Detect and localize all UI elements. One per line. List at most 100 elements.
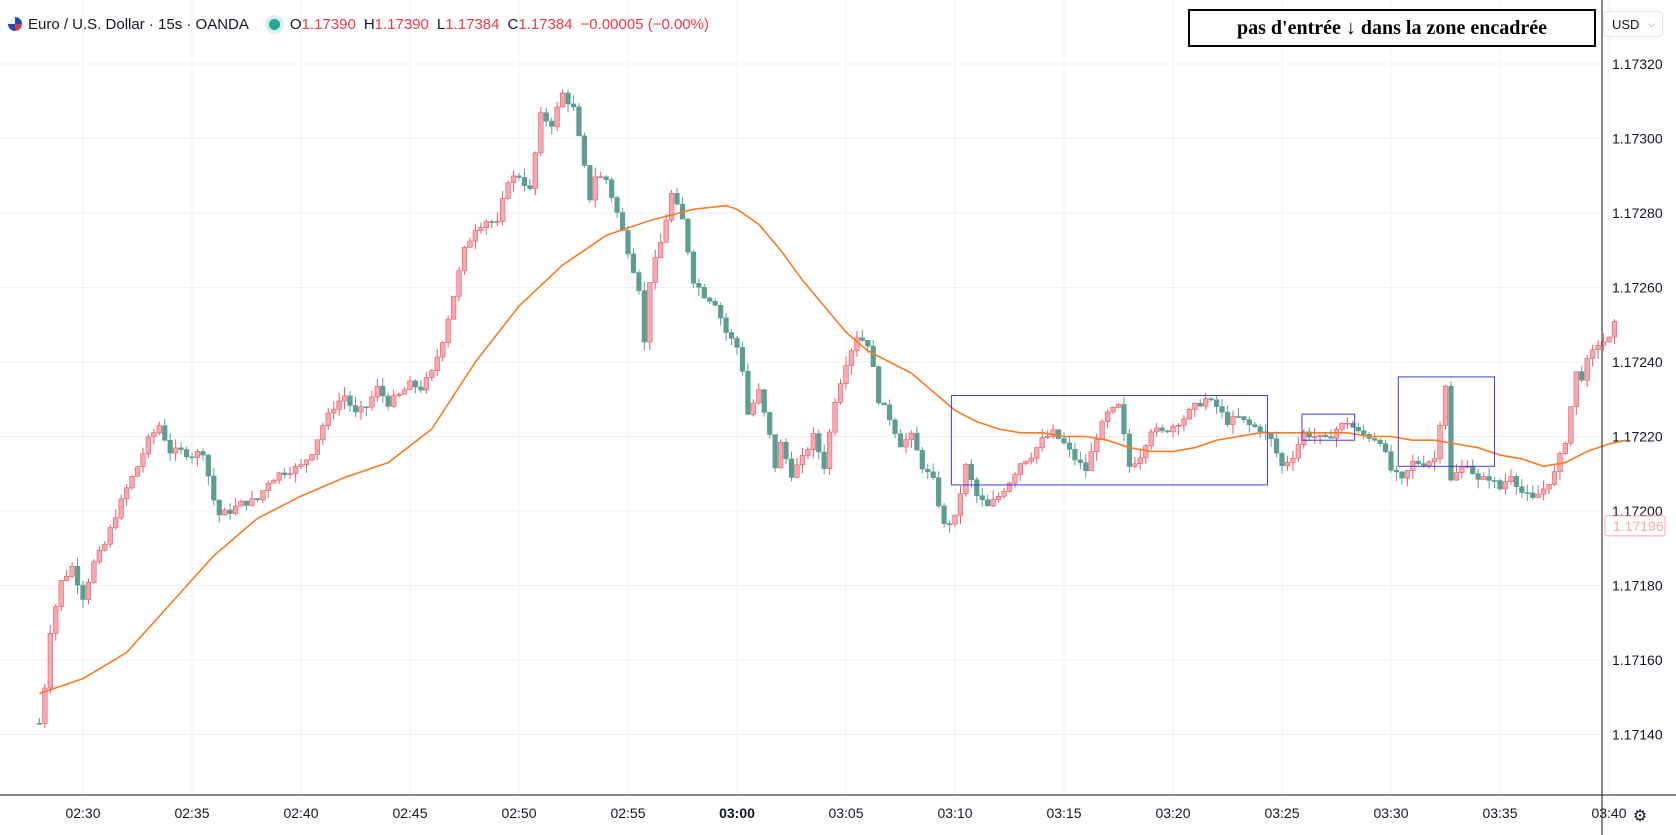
candle-body [805, 449, 811, 456]
candle-body [881, 402, 887, 406]
time-tick-label: 03:25 [1264, 805, 1299, 821]
candle-body [930, 471, 936, 479]
candle-body [1415, 460, 1421, 464]
candle-body [64, 575, 70, 581]
close-value: 1.17384 [518, 15, 573, 33]
annotation-box[interactable] [1301, 413, 1356, 441]
candle-body [282, 472, 288, 476]
candle-body [1214, 399, 1220, 407]
candle-body [1235, 416, 1241, 418]
candle-body [1551, 471, 1558, 485]
candle-body [794, 464, 800, 478]
candle-body [1230, 416, 1236, 425]
candle-body [876, 366, 882, 404]
candle-body [178, 447, 184, 450]
candle-body [1611, 321, 1618, 338]
candle-body [543, 112, 549, 122]
candle-body [565, 92, 571, 105]
candle-body [843, 365, 849, 384]
annotation-note[interactable]: pas d'entrée ↓ dans la zone encadrée [1188, 9, 1596, 47]
time-tick-label: 02:40 [283, 805, 318, 821]
candle-body [271, 479, 277, 484]
candle-body [233, 505, 239, 514]
candle-body [429, 370, 435, 378]
symbol-legend: Euro / U.S. Dollar · 15s · OANDA O 1.173… [8, 13, 709, 35]
candle-body [1306, 431, 1312, 438]
candle-body [1481, 476, 1487, 480]
moving-average-line [39, 204, 1626, 695]
candle-body [1584, 358, 1590, 381]
candle-body [990, 499, 996, 507]
candle-body [483, 221, 489, 228]
candle-body [914, 432, 920, 451]
candle-body [36, 723, 42, 725]
high-value: 1.17390 [374, 15, 429, 33]
candle-body [968, 464, 974, 480]
candle-body [412, 380, 419, 388]
currency-selector[interactable]: USD ⌵ [1603, 11, 1663, 37]
price-tick-label: 1.17260 [1612, 280, 1663, 296]
low-label: L [436, 15, 446, 33]
candle-body [298, 464, 304, 467]
gear-icon[interactable]: ⚙ [1632, 808, 1648, 825]
candle-body [320, 425, 326, 441]
candle-body [434, 356, 440, 372]
candle-body [369, 396, 375, 408]
candle-body [450, 295, 457, 320]
symbol-title[interactable]: Euro / U.S. Dollar · 15s · OANDA [28, 15, 249, 33]
candle-body [1295, 444, 1301, 459]
candle-body [440, 342, 446, 358]
candle-body [249, 498, 255, 506]
candle-body [1175, 424, 1182, 427]
candle-body [418, 386, 424, 391]
candle-body [396, 393, 402, 396]
candle-body [1497, 480, 1503, 490]
candle-body [1568, 406, 1574, 444]
candle-body [848, 350, 855, 366]
candle-body [1573, 371, 1579, 407]
candle-body [1442, 385, 1449, 426]
time-tick-label: 03:15 [1046, 805, 1081, 821]
candle-body [827, 431, 833, 470]
candle-body [957, 493, 964, 516]
candle-body [1034, 447, 1040, 459]
candle-body [625, 230, 631, 255]
candle-body [107, 527, 113, 545]
candle-body [1470, 465, 1476, 474]
candle-body [767, 412, 773, 435]
time-tick-label: 03:10 [937, 805, 972, 821]
candle-body [102, 543, 108, 551]
candle-body [707, 297, 713, 302]
candle-body [936, 477, 942, 507]
candle-body [1541, 488, 1547, 495]
candle-body [859, 337, 865, 341]
candle-body [1579, 371, 1585, 381]
candle-body [1513, 476, 1519, 487]
price-tick-label: 1.17180 [1612, 578, 1663, 594]
change-value: −0.00005 (−0.00%) [580, 15, 709, 33]
candle-body [609, 179, 615, 198]
candle-body [478, 227, 484, 231]
candle-body [516, 175, 522, 178]
price-tick-label: 1.17320 [1612, 56, 1663, 72]
candle-body [941, 505, 947, 524]
candle-body [1312, 436, 1318, 439]
annotation-box[interactable] [950, 395, 1268, 486]
candle-body [761, 389, 767, 413]
candle-body [1246, 419, 1252, 426]
candle-body [156, 425, 162, 434]
candle-body [467, 240, 473, 248]
candle-body [58, 580, 64, 607]
candle-body [919, 449, 925, 470]
candle-body [1475, 473, 1481, 480]
candle-body [614, 197, 620, 213]
candle-body [352, 405, 359, 413]
candle-body [1203, 398, 1209, 407]
annotation-box[interactable] [1397, 376, 1496, 467]
candle-body [696, 283, 702, 288]
candle-body [1459, 466, 1465, 473]
candle-body [1290, 457, 1296, 463]
candle-body [1491, 480, 1498, 482]
candle-body [532, 152, 538, 189]
